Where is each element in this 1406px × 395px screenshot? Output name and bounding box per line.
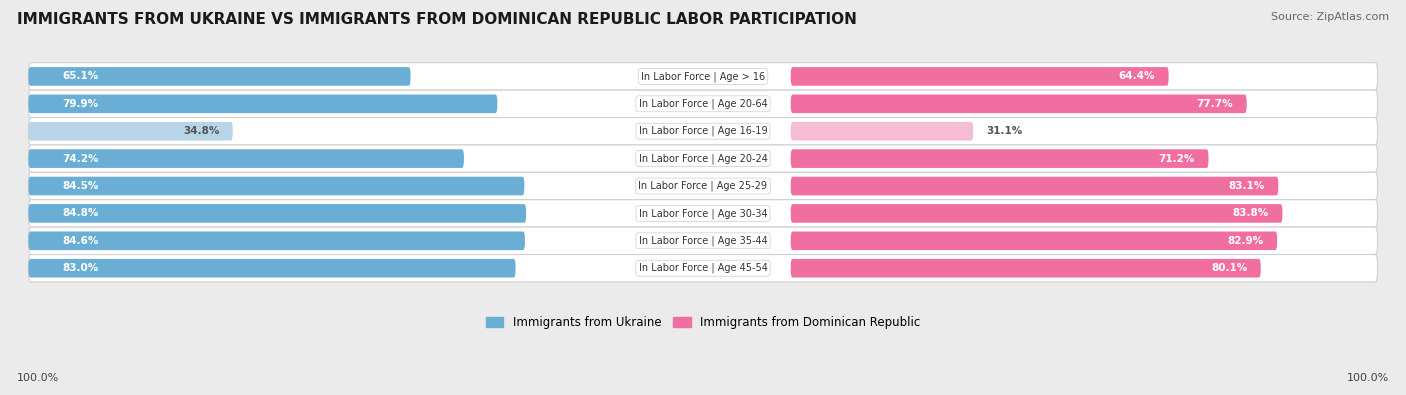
FancyBboxPatch shape xyxy=(28,90,1378,118)
FancyBboxPatch shape xyxy=(790,259,1261,278)
FancyBboxPatch shape xyxy=(28,122,233,141)
Text: In Labor Force | Age 20-64: In Labor Force | Age 20-64 xyxy=(638,99,768,109)
FancyBboxPatch shape xyxy=(790,231,1277,250)
FancyBboxPatch shape xyxy=(28,149,464,168)
Text: 31.1%: 31.1% xyxy=(987,126,1024,136)
FancyBboxPatch shape xyxy=(28,227,1378,254)
FancyBboxPatch shape xyxy=(790,94,1247,113)
FancyBboxPatch shape xyxy=(28,172,1378,200)
Text: 34.8%: 34.8% xyxy=(183,126,219,136)
Text: 100.0%: 100.0% xyxy=(17,373,59,383)
Text: 77.7%: 77.7% xyxy=(1197,99,1233,109)
FancyBboxPatch shape xyxy=(790,204,1282,223)
FancyBboxPatch shape xyxy=(28,177,524,196)
Text: In Labor Force | Age 20-24: In Labor Force | Age 20-24 xyxy=(638,153,768,164)
FancyBboxPatch shape xyxy=(790,177,1278,196)
Text: 79.9%: 79.9% xyxy=(62,99,98,109)
FancyBboxPatch shape xyxy=(28,145,1378,172)
Text: 84.5%: 84.5% xyxy=(62,181,98,191)
FancyBboxPatch shape xyxy=(790,149,1209,168)
Text: In Labor Force | Age 35-44: In Labor Force | Age 35-44 xyxy=(638,235,768,246)
Text: In Labor Force | Age 45-54: In Labor Force | Age 45-54 xyxy=(638,263,768,273)
FancyBboxPatch shape xyxy=(28,67,411,86)
FancyBboxPatch shape xyxy=(28,118,1378,145)
Text: In Labor Force | Age > 16: In Labor Force | Age > 16 xyxy=(641,71,765,82)
Text: In Labor Force | Age 16-19: In Labor Force | Age 16-19 xyxy=(638,126,768,136)
Legend: Immigrants from Ukraine, Immigrants from Dominican Republic: Immigrants from Ukraine, Immigrants from… xyxy=(482,312,924,333)
FancyBboxPatch shape xyxy=(28,200,1378,227)
Text: 83.0%: 83.0% xyxy=(62,263,98,273)
FancyBboxPatch shape xyxy=(790,67,1168,86)
Text: 84.6%: 84.6% xyxy=(62,236,98,246)
Text: 100.0%: 100.0% xyxy=(1347,373,1389,383)
Text: 74.2%: 74.2% xyxy=(62,154,98,164)
FancyBboxPatch shape xyxy=(28,204,526,223)
FancyBboxPatch shape xyxy=(28,94,498,113)
FancyBboxPatch shape xyxy=(790,122,973,141)
Text: 82.9%: 82.9% xyxy=(1227,236,1264,246)
Text: 71.2%: 71.2% xyxy=(1159,154,1195,164)
FancyBboxPatch shape xyxy=(28,254,1378,282)
Text: IMMIGRANTS FROM UKRAINE VS IMMIGRANTS FROM DOMINICAN REPUBLIC LABOR PARTICIPATIO: IMMIGRANTS FROM UKRAINE VS IMMIGRANTS FR… xyxy=(17,12,856,27)
Text: 65.1%: 65.1% xyxy=(62,71,98,81)
Text: 80.1%: 80.1% xyxy=(1211,263,1247,273)
FancyBboxPatch shape xyxy=(28,63,1378,90)
Text: 84.8%: 84.8% xyxy=(62,209,98,218)
FancyBboxPatch shape xyxy=(28,259,516,278)
Text: 83.8%: 83.8% xyxy=(1233,209,1270,218)
Text: In Labor Force | Age 30-34: In Labor Force | Age 30-34 xyxy=(638,208,768,219)
Text: 83.1%: 83.1% xyxy=(1229,181,1265,191)
Text: 64.4%: 64.4% xyxy=(1119,71,1156,81)
Text: Source: ZipAtlas.com: Source: ZipAtlas.com xyxy=(1271,12,1389,22)
Text: In Labor Force | Age 25-29: In Labor Force | Age 25-29 xyxy=(638,181,768,191)
FancyBboxPatch shape xyxy=(28,231,524,250)
